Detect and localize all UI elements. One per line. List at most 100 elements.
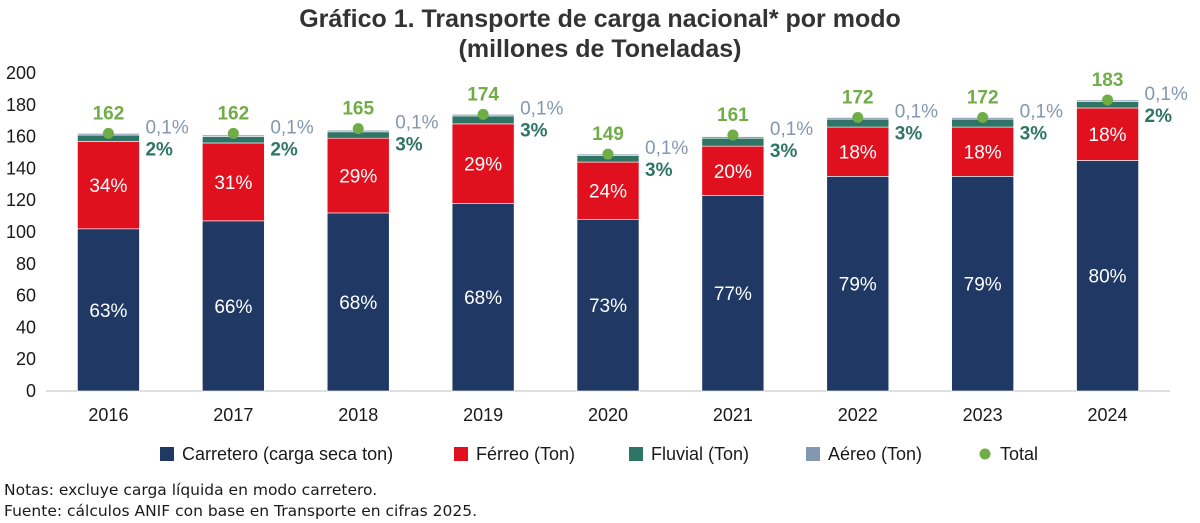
data-label-aereo: 0,1% xyxy=(145,117,188,138)
data-label-ferreo: 18% xyxy=(1089,125,1127,146)
data-label-fluvial: 2% xyxy=(145,139,173,160)
y-tick-label: 20 xyxy=(16,349,36,369)
bar-segment-férreo xyxy=(826,126,890,177)
data-label-carretero: 80% xyxy=(1089,267,1127,288)
data-label-carretero: 66% xyxy=(214,297,252,318)
chart-source: Fuente: cálculos ANIF con base en Transp… xyxy=(4,502,478,520)
x-tick-label: 2020 xyxy=(588,405,628,425)
data-label-ferreo: 20% xyxy=(714,162,752,183)
data-label-aereo: 0,1% xyxy=(395,113,438,134)
legend-swatch xyxy=(979,448,991,460)
x-tick-label: 2024 xyxy=(1088,405,1128,425)
total-label: 172 xyxy=(842,88,874,109)
chart-title: Gráfico 1. Transporte de carga nacional*… xyxy=(299,5,901,33)
y-tick-label: 180 xyxy=(6,95,36,115)
bar-segment-férreo xyxy=(951,126,1014,177)
data-label-aereo: 0,1% xyxy=(270,117,313,138)
bar-segment-férreo xyxy=(326,137,390,214)
bar-segment-férreo xyxy=(1076,107,1139,161)
total-marker xyxy=(977,112,989,124)
total-marker xyxy=(1102,94,1114,106)
y-tick-label: 120 xyxy=(6,190,36,210)
total-marker xyxy=(852,112,864,124)
total-label: 149 xyxy=(592,124,624,145)
total-label: 183 xyxy=(1092,70,1124,91)
bar-segment-carretero xyxy=(1076,160,1139,392)
data-label-ferreo: 29% xyxy=(339,167,377,188)
y-tick-label: 0 xyxy=(26,381,36,401)
total-label: 172 xyxy=(967,88,999,109)
data-label-aereo: 0,1% xyxy=(1020,102,1063,123)
x-tick-label: 2019 xyxy=(463,405,503,425)
data-label-fluvial: 3% xyxy=(520,120,548,141)
total-marker xyxy=(602,148,614,160)
legend-label: Fluvial (Ton) xyxy=(651,444,749,464)
chart-note: Notas: excluye carga líquida en modo car… xyxy=(4,481,378,499)
bar-segment-férreo xyxy=(701,145,765,196)
bar-segment-férreo xyxy=(202,142,265,222)
data-label-carretero: 68% xyxy=(339,293,377,314)
data-label-fluvial: 2% xyxy=(1145,106,1173,127)
total-label: 162 xyxy=(217,103,249,124)
data-label-ferreo: 18% xyxy=(964,143,1002,164)
data-label-carretero: 79% xyxy=(964,275,1002,296)
data-label-carretero: 63% xyxy=(89,301,127,322)
bar-segment-carretero xyxy=(326,212,390,392)
legend-label: Carretero (carga seca ton) xyxy=(182,444,393,464)
data-label-carretero: 77% xyxy=(714,284,752,305)
total-marker xyxy=(477,108,489,120)
y-tick-label: 160 xyxy=(6,127,36,147)
data-label-carretero: 73% xyxy=(589,296,627,317)
bar-segment-carretero xyxy=(576,218,640,392)
data-label-aereo: 0,1% xyxy=(1145,84,1188,105)
bar-segment-férreo xyxy=(451,123,515,204)
data-label-ferreo: 29% xyxy=(464,155,502,176)
y-tick-label: 140 xyxy=(6,158,36,178)
data-label-ferreo: 34% xyxy=(89,176,127,197)
y-tick-label: 100 xyxy=(6,222,36,242)
legend-swatch xyxy=(629,447,643,461)
data-label-fluvial: 3% xyxy=(645,160,673,181)
data-label-aereo: 0,1% xyxy=(770,119,813,140)
data-label-aereo: 0,1% xyxy=(645,138,688,159)
chart-subtitle: (millones de Toneladas) xyxy=(458,35,742,63)
total-marker xyxy=(227,127,239,139)
data-label-aereo: 0,1% xyxy=(520,98,563,119)
total-label: 162 xyxy=(93,103,125,124)
x-tick-label: 2023 xyxy=(963,405,1003,425)
legend-label: Total xyxy=(1000,444,1038,464)
legend-label: Aéreo (Ton) xyxy=(828,444,922,464)
total-marker xyxy=(102,127,114,139)
bar-segment-carretero xyxy=(77,228,140,392)
bar-segment-férreo xyxy=(77,141,140,230)
y-tick-label: 200 xyxy=(6,63,36,83)
data-label-fluvial: 3% xyxy=(895,124,923,145)
data-label-ferreo: 18% xyxy=(839,143,877,164)
data-label-carretero: 79% xyxy=(839,275,877,296)
stacked-bar-chart: 02040608010012014016018020063%34%0,1%2%1… xyxy=(6,63,1188,464)
legend-swatch xyxy=(160,447,174,461)
x-tick-label: 2021 xyxy=(713,405,753,425)
y-tick-label: 60 xyxy=(16,286,36,306)
x-tick-label: 2017 xyxy=(213,405,253,425)
bar-segment-carretero xyxy=(826,176,890,392)
data-label-fluvial: 3% xyxy=(770,141,798,162)
data-label-ferreo: 24% xyxy=(589,182,627,203)
data-label-fluvial: 3% xyxy=(1020,124,1048,145)
data-label-fluvial: 3% xyxy=(395,135,423,156)
total-label: 174 xyxy=(467,84,499,105)
bar-segment-carretero xyxy=(701,195,765,392)
x-tick-label: 2022 xyxy=(838,405,878,425)
legend-swatch xyxy=(806,447,820,461)
total-label: 165 xyxy=(342,99,374,120)
bar-segment-férreo xyxy=(576,161,640,220)
y-tick-label: 40 xyxy=(16,317,36,337)
total-marker xyxy=(352,123,364,135)
data-label-carretero: 68% xyxy=(464,288,502,309)
data-label-ferreo: 31% xyxy=(214,173,252,194)
legend-label: Férreo (Ton) xyxy=(476,444,575,464)
x-tick-label: 2018 xyxy=(338,405,378,425)
y-tick-label: 80 xyxy=(16,254,36,274)
data-label-aereo: 0,1% xyxy=(895,102,938,123)
x-tick-label: 2016 xyxy=(88,405,128,425)
